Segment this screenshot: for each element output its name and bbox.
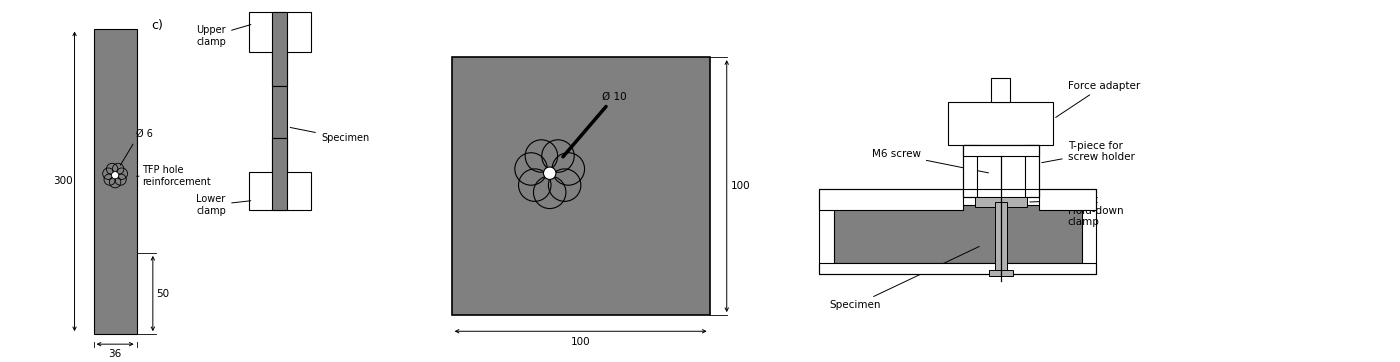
Bar — [1039, 189, 1096, 210]
Bar — [994, 202, 1007, 270]
Circle shape — [112, 172, 119, 179]
Bar — [963, 145, 1039, 156]
Text: Ø 10: Ø 10 — [563, 92, 627, 157]
Bar — [272, 86, 287, 138]
Text: 36: 36 — [108, 349, 122, 359]
Text: Force adapter: Force adapter — [1056, 81, 1140, 117]
Text: M6 screw: M6 screw — [872, 149, 988, 173]
Circle shape — [543, 167, 556, 180]
Text: Lower
clamp: Lower clamp — [196, 194, 251, 216]
Bar — [1025, 145, 1039, 197]
Bar — [272, 138, 287, 210]
Text: 100: 100 — [571, 337, 591, 347]
Bar — [988, 270, 1012, 276]
Bar — [833, 205, 1082, 262]
Bar — [963, 145, 1039, 197]
Bar — [819, 189, 963, 210]
Bar — [948, 102, 1053, 145]
Text: TFP hole
reinforcement: TFP hole reinforcement — [137, 165, 210, 187]
Text: 100: 100 — [731, 181, 750, 191]
Bar — [819, 189, 1096, 274]
Bar — [963, 145, 977, 197]
Text: Upper
clamp: Upper clamp — [196, 25, 251, 47]
Text: Hold-down
clamp: Hold-down clamp — [1068, 199, 1123, 227]
Polygon shape — [249, 138, 311, 210]
Text: Specimen: Specimen — [290, 127, 370, 143]
Text: 50: 50 — [155, 289, 169, 299]
Text: Specimen: Specimen — [829, 247, 979, 311]
Bar — [991, 78, 1011, 102]
Bar — [819, 262, 1096, 274]
Bar — [452, 57, 710, 315]
Polygon shape — [249, 12, 311, 86]
Text: T-piece for
screw holder: T-piece for screw holder — [1042, 141, 1134, 163]
Text: Ø 6: Ø 6 — [120, 129, 153, 165]
Bar — [272, 12, 287, 86]
Bar — [974, 197, 1028, 207]
Text: Insert: Insert — [1030, 195, 1098, 205]
Text: 300: 300 — [53, 176, 73, 186]
Bar — [94, 29, 137, 334]
Text: c): c) — [151, 19, 162, 32]
